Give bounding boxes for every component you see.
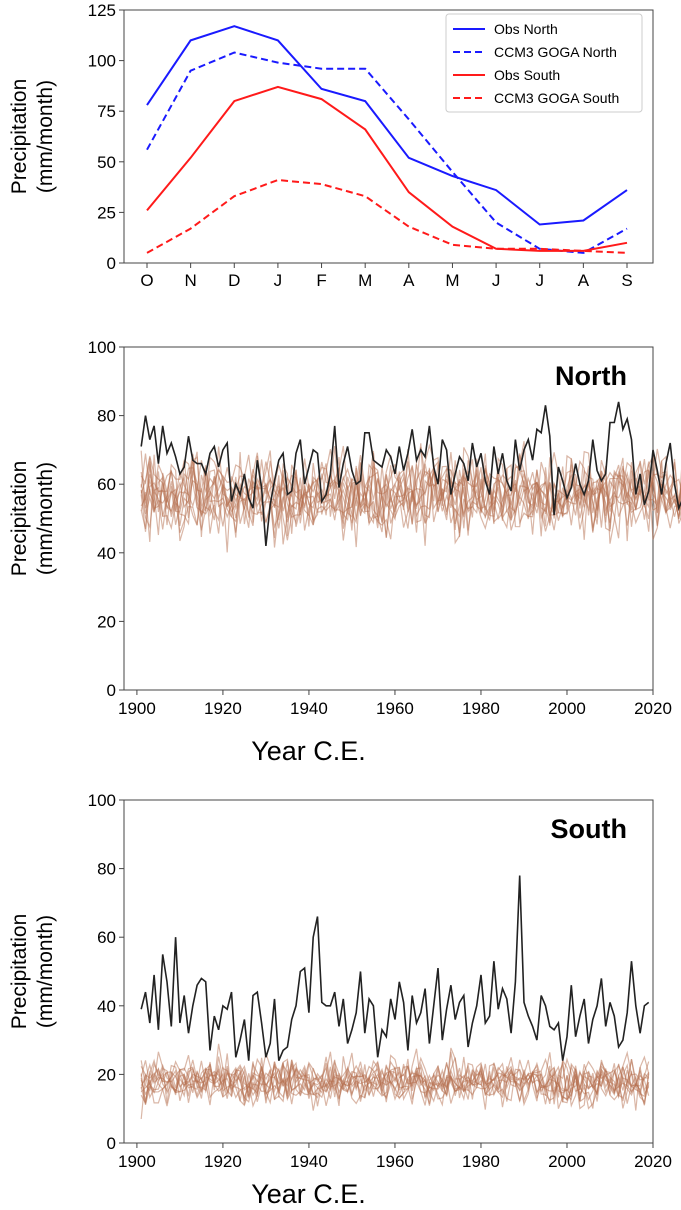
legend-box [445, 13, 643, 113]
y-axis-label: Precipitation (mm/month) [8, 914, 57, 1030]
panel-title: North [555, 361, 627, 391]
y-tick-label: 60 [97, 928, 116, 947]
chart-south: 0 20 40 60 80 100 1900 1920 1940 1960 1980 2000 2020… [8, 791, 672, 1209]
y-axis-label-line1: Precipitation [8, 79, 31, 195]
y-tick-label: 20 [97, 1065, 116, 1084]
y-tick-label: 0 [107, 1134, 116, 1153]
ensemble-line-9 [140, 1053, 650, 1103]
plot-frame [123, 9, 654, 264]
y-tick-label: 100 [88, 791, 116, 810]
x-tick-label: 1940 [290, 1152, 328, 1171]
x-tick-label: A [578, 271, 590, 290]
y-tick-label: 40 [97, 544, 116, 563]
legend-label-4: CCM3 GOGA South [494, 90, 619, 106]
legend-label-2: CCM3 GOGA North [494, 44, 617, 60]
legend-label-1: Obs North [494, 21, 558, 37]
y-axis-label-line2: (mm/month) [34, 80, 57, 193]
ensemble-line-3 [140, 1056, 650, 1110]
y-tick-label: 40 [97, 997, 116, 1016]
series-line-1 [146, 25, 628, 226]
ensemble-line-7 [140, 451, 681, 539]
ensemble-members [140, 1043, 650, 1120]
x-tick-label: O [140, 271, 153, 290]
x-tick-label: 1940 [290, 699, 328, 718]
y-tick-label: 75 [97, 102, 116, 121]
x-tick-label: 1920 [204, 1152, 242, 1171]
x-tick-label: M [445, 271, 459, 290]
ensemble-line-11 [140, 448, 681, 548]
series-line-3 [146, 85, 628, 252]
plot-frame [123, 346, 654, 691]
y-axis-label: Precipitation (mm/month) [8, 461, 57, 577]
y-tick-label: 25 [97, 203, 116, 222]
x-tick-label: 2000 [548, 1152, 586, 1171]
x-tick-label: 1920 [204, 699, 242, 718]
x-axis-label: Year C.E. [251, 1179, 366, 1209]
panel-title: South [551, 814, 627, 844]
x-tick-label: 1900 [118, 1152, 156, 1171]
x-tick-label: J [492, 271, 501, 290]
plot-frame [123, 799, 654, 1144]
ensemble-line-12 [140, 1052, 650, 1120]
y-axis-label-line1: Precipitation [8, 914, 31, 1030]
y-axis-label-line2: (mm/month) [34, 462, 57, 575]
ensemble-line-9 [140, 443, 681, 541]
series-line-4 [146, 178, 628, 254]
observed-line [140, 401, 681, 546]
y-tick-label: 60 [97, 475, 116, 494]
legend: Obs North CCM3 GOGA North Obs South CCM3 GO… [445, 13, 643, 113]
x-tick-label: M [358, 271, 372, 290]
x-tick-label: 2000 [548, 699, 586, 718]
x-tick-label: D [228, 271, 240, 290]
x-tick-label: 2020 [634, 699, 672, 718]
y-axis-label-line2: (mm/month) [34, 915, 57, 1028]
y-tick-label: 50 [97, 153, 116, 172]
legend-label-3: Obs South [494, 67, 560, 83]
y-tick-label: 20 [97, 612, 116, 631]
ensemble-line-8 [140, 445, 681, 540]
y-tick-label: 100 [88, 52, 116, 71]
y-tick-label: 0 [107, 254, 116, 273]
y-axis-label-line1: Precipitation [8, 461, 31, 577]
x-tick-label: J [274, 271, 283, 290]
x-axis-label: Year C.E. [251, 736, 366, 766]
y-tick-label: 80 [97, 407, 116, 426]
x-tick-label: F [316, 271, 326, 290]
observed-line [140, 875, 650, 1062]
chart-north: 0 20 40 60 80 100 1900 1920 1940 1960 1980 2000 2020… [8, 338, 681, 766]
x-tick-label: 1900 [118, 699, 156, 718]
x-tick-label: 1960 [376, 699, 414, 718]
x-tick-label: J [535, 271, 544, 290]
ensemble-line-8 [140, 1056, 650, 1110]
x-tick-label: S [621, 271, 632, 290]
y-tick-label: 125 [88, 1, 116, 20]
chart-seasonal: 0 25 50 75 100 125 O N D J F M A M J J A S Precipitation (m… [8, 1, 654, 290]
y-tick-label: 80 [97, 860, 116, 879]
x-tick-label: N [184, 271, 196, 290]
x-tick-label: 1960 [376, 1152, 414, 1171]
x-tick-label: 1980 [462, 1152, 500, 1171]
ensemble-members [140, 441, 681, 553]
ensemble-line-12 [140, 446, 681, 542]
x-tick-label: 1980 [462, 699, 500, 718]
y-axis-label: Precipitation (mm/month) [8, 79, 57, 195]
y-tick-label: 0 [107, 681, 116, 700]
ensemble-line-11 [140, 1048, 650, 1111]
x-tick-label: A [403, 271, 415, 290]
x-tick-label: 2020 [634, 1152, 672, 1171]
y-tick-label: 100 [88, 338, 116, 357]
